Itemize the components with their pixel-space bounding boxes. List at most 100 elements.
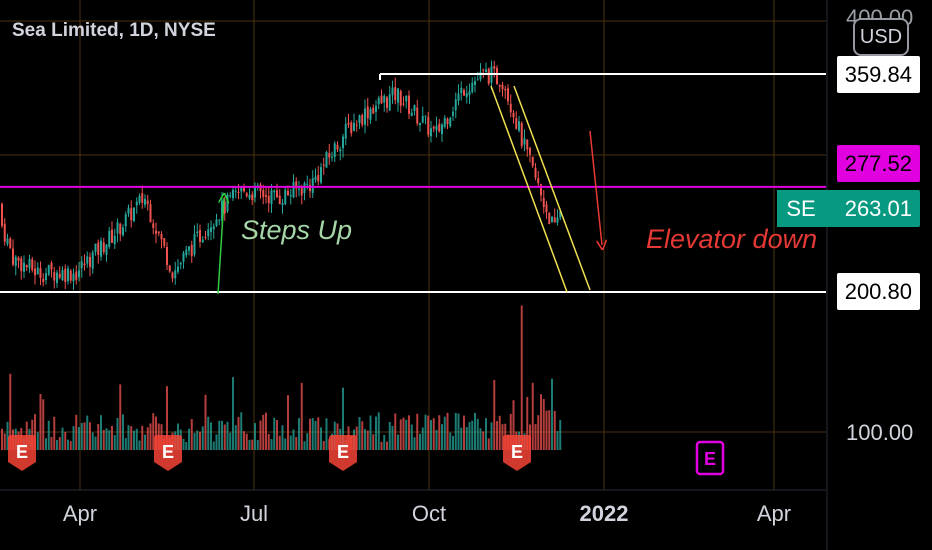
volume-bar [441, 424, 443, 450]
annotation-steps-up[interactable]: Steps Up [241, 215, 353, 245]
volume-bar [372, 434, 375, 450]
volume-bar [465, 427, 468, 450]
candle-body [160, 233, 163, 240]
candle-body [377, 98, 380, 105]
volume-bar [124, 438, 127, 450]
volume-bar [306, 433, 309, 450]
candle-body [509, 103, 512, 113]
volume-bar [89, 422, 91, 450]
earnings-marker-icon[interactable]: E [6, 434, 38, 472]
candle-body [111, 229, 113, 243]
upcoming-earnings-icon[interactable]: E [695, 440, 727, 478]
volume-bar [83, 422, 86, 450]
candle-body [372, 107, 375, 114]
volume-bar [526, 396, 529, 450]
candle-body [119, 223, 122, 235]
price-label-last: 263.01 [816, 190, 920, 227]
candle-body [331, 156, 333, 158]
candle-body [177, 266, 179, 272]
candle-body [105, 244, 108, 255]
volume-bar [410, 424, 413, 450]
volume-bar [322, 440, 325, 450]
candle-body [185, 249, 188, 256]
candle-body [531, 156, 534, 166]
volume-bar [479, 428, 482, 450]
candle-body [201, 239, 204, 243]
volume-bar [542, 398, 545, 450]
earnings-marker-icon[interactable]: E [152, 434, 184, 472]
candle-body [498, 85, 501, 87]
channel-line-upper [513, 85, 591, 291]
volume-bar [413, 437, 416, 450]
candle-body [245, 193, 248, 197]
volume-bar [58, 437, 61, 450]
candle-body [553, 217, 556, 223]
candle-body [102, 242, 105, 253]
candle-body [410, 112, 413, 117]
candlesticks [1, 60, 562, 290]
volume-bar [416, 413, 419, 450]
candle-body [438, 123, 441, 132]
candle-body [523, 138, 526, 145]
volume-bar [424, 414, 427, 450]
candle-body [402, 103, 405, 105]
candle-body [361, 114, 364, 125]
candle-body [419, 122, 421, 126]
candle-body [64, 268, 67, 282]
candle-body [320, 167, 322, 183]
candle-body [540, 184, 542, 196]
candle-body [157, 231, 160, 234]
candle-body [25, 264, 28, 268]
volume-bar [223, 424, 226, 450]
candle-body [364, 108, 366, 125]
candle-body [254, 186, 256, 198]
volume-bar [234, 425, 237, 450]
earnings-marker-icon[interactable]: E [501, 434, 533, 472]
volume-bar [9, 373, 12, 450]
candle-body [83, 263, 86, 266]
volume-bar [320, 427, 322, 450]
chart-grid [0, 0, 828, 550]
candle-body [31, 259, 34, 271]
candle-body [179, 262, 182, 265]
volume-bar [111, 425, 113, 450]
volume-bar [405, 419, 408, 450]
candle-body [281, 203, 284, 206]
candle-body [276, 190, 278, 198]
candle-body [34, 268, 36, 276]
symbol-title[interactable]: Sea Limited, 1D, NYSE [12, 20, 216, 41]
steps-up-arrow [217, 198, 224, 295]
earnings-marker-shape [503, 435, 531, 471]
candle-body [42, 278, 45, 282]
volume-bar [317, 417, 320, 450]
earnings-marker-shape [8, 435, 36, 471]
candle-body [496, 67, 498, 84]
volume-bar [303, 441, 306, 450]
volume-bar [281, 425, 284, 450]
volume-bar [342, 387, 344, 450]
candle-body [556, 217, 559, 223]
volume-bars [1, 305, 562, 450]
volume-bar [45, 438, 47, 450]
volume-bar [232, 377, 234, 450]
currency-button[interactable]: USD [853, 18, 909, 56]
candle-body [9, 238, 12, 249]
volume-bar [388, 421, 391, 450]
volume-bar [199, 431, 201, 450]
volume-bar [210, 422, 212, 450]
price-axis-label-100: 100.00 [846, 420, 914, 445]
volume-bar [36, 432, 39, 450]
volume-bar [100, 415, 102, 450]
candle-body [20, 258, 23, 272]
volume-bar [144, 434, 146, 450]
annotation-elevator-down[interactable]: Elevator down [646, 224, 818, 254]
candle-body [39, 268, 42, 279]
volume-bar [248, 439, 251, 450]
volume-bar [311, 418, 314, 450]
volume-bar [72, 426, 75, 450]
candle-body [344, 123, 347, 139]
candle-body [520, 123, 523, 146]
earnings-marker-icon[interactable]: E [327, 434, 359, 472]
volume-bar [138, 440, 141, 450]
